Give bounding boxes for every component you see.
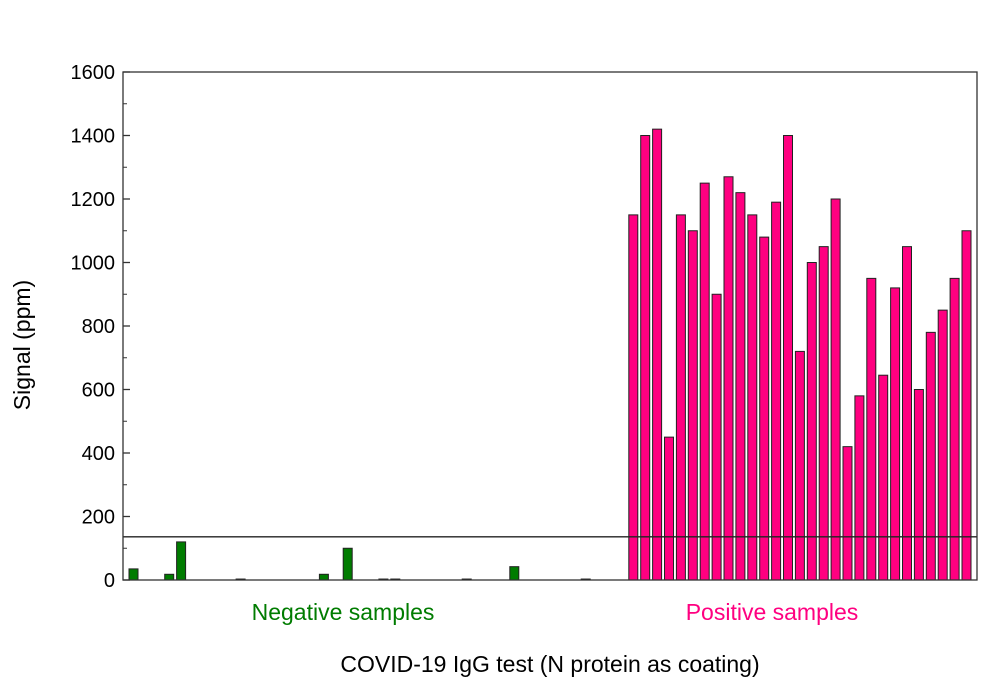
positive-sample-bar [723,176,734,581]
positive-sample-bar [806,262,817,581]
positive-sample-bar [628,214,639,581]
positive-sample-bar [913,389,924,581]
negative-sample-bar [176,541,187,581]
negative-sample-bar [164,573,175,581]
x-axis-label: COVID-19 IgG test (N protein as coating) [340,651,759,677]
y-tick-label: 1400 [71,126,116,148]
positive-sample-bar [699,182,710,581]
positive-sample-bar [961,230,972,581]
y-tick-label: 600 [82,380,115,402]
negative-sample-bar [128,568,139,581]
positive-sample-bar [878,374,889,581]
positive-sample-bar [675,214,686,581]
positive-sample-bar [925,331,936,581]
negative-group-label: Negative samples [252,599,435,625]
positive-group-label: Positive samples [686,599,859,625]
y-tick-label: 1200 [71,189,116,211]
y-tick-label: 800 [82,316,115,338]
positive-sample-bar [664,436,674,581]
positive-sample-bar [640,135,651,581]
y-tick-label: 0 [104,570,115,592]
positive-sample-bar [771,201,782,581]
positive-sample-bar [794,350,805,581]
positive-sample-bar [818,246,829,581]
positive-sample-bar [866,277,877,581]
y-axis-label: Signal (ppm) [9,280,35,410]
positive-sample-bar [747,214,758,581]
positive-sample-bar [687,230,698,581]
positive-sample-bar [937,309,948,581]
y-tick-label: 200 [82,507,115,529]
y-tick-label: 1000 [71,253,116,275]
y-tick-label: 1600 [71,62,116,84]
negative-sample-bar [342,547,353,581]
positive-sample-bar [902,246,912,581]
positive-sample-bar [854,395,865,581]
positive-sample-bar [842,446,853,581]
negative-sample-bar [318,573,329,581]
positive-sample-bar [652,128,663,581]
negative-sample-bar [509,566,520,581]
positive-sample-bar [759,236,770,581]
positive-sample-bar [783,135,793,581]
positive-sample-bar [830,198,841,581]
positive-sample-bar [949,277,960,581]
y-tick-label: 400 [82,443,115,465]
positive-sample-bar [735,192,746,581]
